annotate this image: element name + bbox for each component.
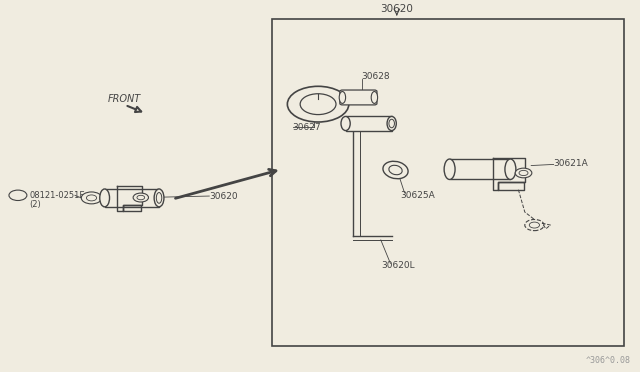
Text: 30620L: 30620L (381, 262, 415, 270)
Text: FRONT: FRONT (108, 94, 141, 103)
Ellipse shape (389, 165, 402, 175)
Circle shape (137, 195, 145, 200)
Ellipse shape (156, 193, 162, 203)
Ellipse shape (383, 161, 408, 179)
Ellipse shape (100, 189, 109, 207)
Text: B: B (15, 193, 20, 198)
Ellipse shape (389, 119, 394, 128)
Text: 30621A: 30621A (554, 159, 588, 168)
Ellipse shape (371, 92, 378, 103)
FancyBboxPatch shape (340, 90, 377, 105)
Text: 30620: 30620 (380, 4, 413, 13)
Circle shape (9, 190, 27, 201)
Bar (104, 189, 159, 207)
Bar (346, 116, 392, 131)
Bar (450, 159, 511, 179)
Ellipse shape (444, 159, 455, 179)
Text: 30627: 30627 (292, 123, 321, 132)
Text: ^306^0.08: ^306^0.08 (586, 356, 630, 365)
Ellipse shape (387, 116, 396, 131)
Circle shape (300, 94, 336, 115)
Circle shape (519, 170, 528, 176)
Circle shape (515, 168, 532, 178)
Ellipse shape (341, 116, 350, 131)
Circle shape (287, 86, 349, 122)
Text: 08121-0251E: 08121-0251E (29, 191, 85, 200)
Circle shape (86, 195, 97, 201)
Text: 30628: 30628 (362, 72, 390, 81)
Ellipse shape (339, 92, 346, 103)
Ellipse shape (154, 189, 164, 207)
Circle shape (133, 193, 148, 202)
Text: 30625A: 30625A (400, 191, 435, 200)
Circle shape (81, 192, 102, 204)
Bar (272, 19, 624, 346)
Circle shape (525, 219, 544, 231)
Text: (2): (2) (29, 200, 41, 209)
Ellipse shape (505, 159, 516, 179)
Text: 30620: 30620 (209, 192, 238, 201)
Circle shape (529, 222, 540, 228)
